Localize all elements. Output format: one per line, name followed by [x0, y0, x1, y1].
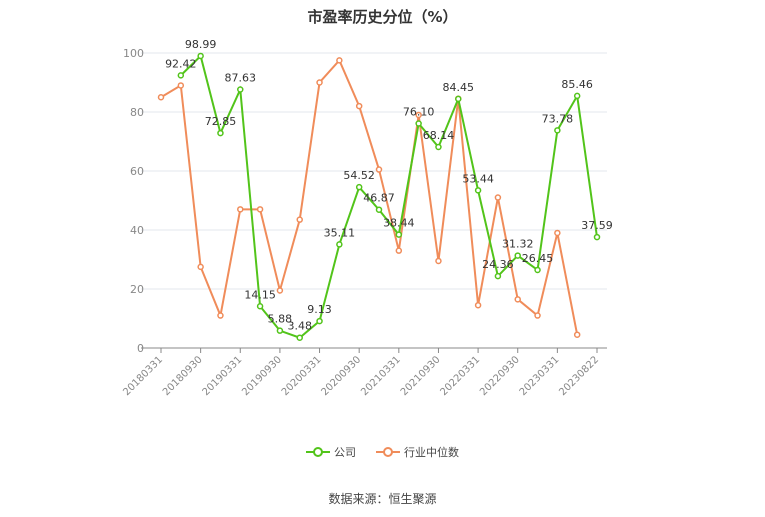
data-point — [554, 127, 561, 134]
y-tick-label: 100 — [123, 47, 144, 60]
data-label: 73.78 — [542, 112, 574, 125]
x-tick-label: 20220331 — [438, 354, 482, 398]
data-point — [435, 143, 442, 151]
data-point — [217, 129, 224, 137]
data-point — [494, 194, 502, 201]
data-point — [554, 229, 561, 237]
data-label: 68.14 — [423, 129, 455, 142]
data-point — [256, 303, 264, 310]
x-tick-label: 20210930 — [399, 354, 443, 398]
data-point — [494, 272, 502, 280]
data-point — [474, 301, 482, 309]
x-tick-label: 20180331 — [121, 354, 165, 398]
data-label: 9.13 — [307, 303, 332, 316]
data-point — [395, 247, 403, 254]
data-source: 数据来源：恒生聚源 — [328, 492, 437, 506]
data-point — [177, 82, 185, 89]
series-line-1 — [160, 58, 579, 335]
data-point — [593, 233, 601, 241]
data-label: 37.59 — [581, 219, 613, 232]
data-point — [415, 111, 422, 119]
x-tick-label: 20230822 — [557, 354, 601, 398]
data-point — [157, 94, 165, 101]
data-label: 46.87 — [363, 192, 395, 205]
data-label: 85.46 — [561, 78, 593, 91]
data-point — [237, 206, 244, 213]
data-point — [375, 206, 383, 213]
series-line-0 — [180, 54, 598, 339]
legend-item-industry-median[interactable]: 行业中位数 — [376, 444, 459, 460]
data-point — [276, 287, 284, 294]
data-label: 35.11 — [324, 226, 356, 239]
x-tick-label: 20190930 — [240, 354, 284, 398]
y-tick-label: 20 — [130, 283, 144, 296]
data-label: 72.85 — [205, 115, 237, 128]
data-label: 38.44 — [383, 217, 415, 230]
chart-title: 市盈率历史分位（%） — [307, 8, 458, 26]
legend-industry-label: 行业中位数 — [404, 446, 459, 459]
data-point — [197, 263, 204, 271]
data-label: 54.52 — [343, 169, 375, 182]
x-tick-label: 20220930 — [478, 354, 522, 398]
data-point — [256, 206, 264, 213]
data-label: 24.36 — [482, 258, 514, 271]
data-point — [355, 183, 363, 191]
data-label: 53.44 — [462, 172, 494, 185]
data-label: 5.88 — [268, 313, 293, 326]
data-point — [474, 187, 482, 194]
y-tick-label: 60 — [130, 165, 144, 178]
data-point — [316, 79, 323, 86]
data-label: 26.45 — [522, 252, 554, 265]
data-point — [217, 312, 224, 319]
data-point — [336, 241, 343, 248]
legend-item-company[interactable]: 公司 — [306, 444, 356, 460]
data-point — [415, 120, 422, 127]
y-tick-label: 80 — [130, 106, 144, 119]
x-tick-label: 20210331 — [359, 354, 403, 398]
data-label: 92.42 — [165, 57, 197, 70]
data-point — [296, 334, 303, 341]
data-point — [316, 317, 323, 325]
data-point — [435, 257, 442, 265]
x-tick-label: 20200331 — [280, 354, 324, 398]
data-point — [514, 296, 521, 303]
x-tick-label: 20200930 — [320, 354, 364, 398]
y-tick-label: 40 — [130, 224, 144, 237]
data-label: 87.63 — [225, 71, 257, 84]
data-label: 31.32 — [502, 238, 534, 251]
data-point — [395, 231, 403, 238]
data-point — [336, 57, 343, 64]
data-point — [534, 312, 541, 319]
y-tick-label: 0 — [137, 342, 144, 355]
data-point — [375, 166, 383, 173]
legend: 公司 行业中位数 — [0, 444, 765, 460]
line-chart: 0 20 40 60 80 100 201803312018093020190331201… — [121, 38, 613, 398]
x-tick-label: 20190331 — [201, 354, 245, 398]
data-point — [455, 95, 462, 103]
data-point — [534, 266, 541, 274]
data-label: 76.10 — [403, 106, 435, 119]
data-point — [197, 52, 204, 60]
data-point — [296, 216, 303, 223]
data-label: 84.45 — [443, 81, 475, 94]
data-point — [276, 327, 284, 334]
data-label: 3.48 — [287, 320, 312, 333]
x-tick-label: 20230331 — [518, 354, 562, 398]
legend-company-swatch — [306, 447, 330, 457]
data-point — [355, 102, 363, 110]
data-point — [177, 72, 185, 79]
data-point — [514, 252, 521, 259]
data-point — [573, 331, 581, 338]
data-label: 14.15 — [244, 288, 276, 301]
legend-industry-swatch — [376, 447, 400, 457]
data-point — [237, 86, 244, 93]
legend-company-label: 公司 — [334, 446, 356, 459]
data-label: 98.99 — [185, 38, 217, 51]
x-tick-label: 20180930 — [161, 354, 205, 398]
data-point — [573, 92, 581, 100]
